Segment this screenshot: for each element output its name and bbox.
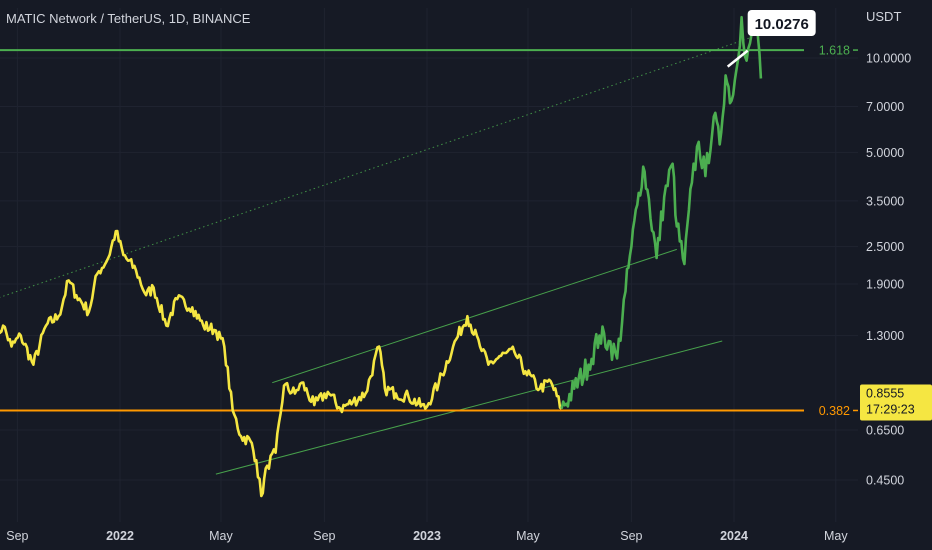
price-labels: 10.0276 0.8555 17:29:23 xyxy=(726,10,932,421)
grid-lines xyxy=(0,8,858,522)
chart-title: MATIC Network / TetherUS, 1D, BINANCE xyxy=(6,11,251,26)
y-tick-label: 0.4500 xyxy=(866,474,904,488)
x-tick-label: May xyxy=(209,529,233,543)
x-tick-label: Sep xyxy=(313,529,335,543)
y-tick-label: 1.3000 xyxy=(866,329,904,343)
y-tick-label: 0.6500 xyxy=(866,423,904,437)
y-tick-label: 1.9000 xyxy=(866,277,904,291)
x-tick-label: May xyxy=(516,529,540,543)
last-price-value: 0.8555 xyxy=(866,386,904,400)
fib-label-0382: 0.382 xyxy=(819,404,850,418)
channel-line-upper xyxy=(272,248,677,384)
y-tick-label: 10.0000 xyxy=(866,52,911,66)
price-line-2 xyxy=(560,15,763,409)
x-tick-label: Sep xyxy=(6,529,28,543)
price-line-1 xyxy=(0,229,563,498)
price-callout-label: 10.0276 xyxy=(755,16,809,33)
x-tick-label: May xyxy=(824,529,848,543)
x-tick-label: 2022 xyxy=(106,529,134,543)
y-tick-label: 5.0000 xyxy=(866,146,904,160)
trend-line-dotted xyxy=(0,37,751,298)
price-series xyxy=(0,15,763,498)
y-tick-label: 3.5000 xyxy=(866,194,904,208)
price-callout-box xyxy=(747,10,816,36)
y-tick-label: 2.5000 xyxy=(866,240,904,254)
countdown-timer: 17:29:23 xyxy=(866,402,915,416)
channel-line-lower xyxy=(215,340,723,475)
y-axis-unit: USDT xyxy=(866,9,901,24)
x-tick-label: 2024 xyxy=(720,529,748,543)
callout-pointer xyxy=(726,49,749,68)
last-price-tag xyxy=(860,384,932,421)
axes: 10.0000 7.0000 5.0000 3.5000 2.5000 1.9000 1.3… xyxy=(6,52,911,544)
fib-label-1618: 1.618 xyxy=(819,44,850,58)
x-tick-label: 2023 xyxy=(413,529,441,543)
x-tick-label: Sep xyxy=(620,529,642,543)
drawing-tools[interactable]: 1.618 0.382 xyxy=(0,37,858,475)
y-tick-label: 7.0000 xyxy=(866,100,904,114)
